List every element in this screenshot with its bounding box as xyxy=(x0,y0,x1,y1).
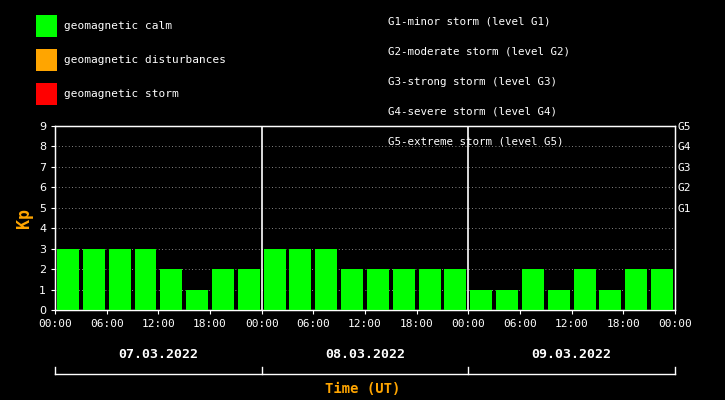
Bar xyxy=(83,249,105,310)
Bar xyxy=(444,269,466,310)
Bar xyxy=(212,269,234,310)
Text: geomagnetic storm: geomagnetic storm xyxy=(64,89,178,99)
Bar xyxy=(496,290,518,310)
Bar xyxy=(418,269,441,310)
Bar xyxy=(109,249,130,310)
Text: geomagnetic calm: geomagnetic calm xyxy=(64,21,172,31)
Text: 09.03.2022: 09.03.2022 xyxy=(531,348,612,360)
Y-axis label: Kp: Kp xyxy=(15,208,33,228)
Bar xyxy=(186,290,208,310)
Bar xyxy=(315,249,337,310)
Bar xyxy=(651,269,673,310)
Bar xyxy=(57,249,79,310)
Text: G4-severe storm (level G4): G4-severe storm (level G4) xyxy=(388,107,557,117)
Text: 08.03.2022: 08.03.2022 xyxy=(325,348,405,360)
Bar xyxy=(625,269,647,310)
Text: 07.03.2022: 07.03.2022 xyxy=(118,348,199,360)
Bar xyxy=(160,269,182,310)
Bar xyxy=(573,269,595,310)
Bar xyxy=(600,290,621,310)
Text: geomagnetic disturbances: geomagnetic disturbances xyxy=(64,55,225,65)
Bar xyxy=(289,249,312,310)
Text: G1-minor storm (level G1): G1-minor storm (level G1) xyxy=(388,17,550,27)
Bar xyxy=(367,269,389,310)
Bar xyxy=(238,269,260,310)
Bar xyxy=(548,290,570,310)
Bar xyxy=(471,290,492,310)
Bar xyxy=(135,249,157,310)
Bar xyxy=(522,269,544,310)
Text: G3-strong storm (level G3): G3-strong storm (level G3) xyxy=(388,77,557,87)
Text: G5-extreme storm (level G5): G5-extreme storm (level G5) xyxy=(388,137,563,147)
Bar xyxy=(341,269,363,310)
Bar xyxy=(393,269,415,310)
Text: Time (UT): Time (UT) xyxy=(325,382,400,396)
Text: G2-moderate storm (level G2): G2-moderate storm (level G2) xyxy=(388,47,570,57)
Bar xyxy=(264,249,286,310)
